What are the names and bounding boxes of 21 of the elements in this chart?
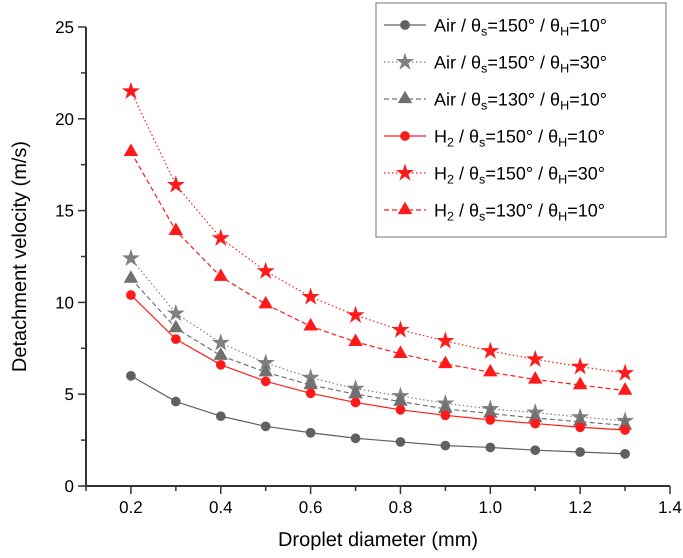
legend-label: Air / θ$_{s}$=150° / θ$_{H}$=30° — [434, 52, 607, 76]
y-tick-label: 15 — [55, 202, 74, 221]
x-tick-label: 0.4 — [208, 498, 233, 517]
x-tick-label: 0.2 — [119, 498, 143, 517]
x-tick-label: 1.2 — [568, 498, 592, 517]
x-tick-label: 0.6 — [298, 498, 322, 517]
legend-label: H$_{2}$ / θ$_{s}$=150° / θ$_{H}$=30° — [434, 163, 605, 186]
y-axis-title: Detachment velocity (m/s) — [9, 140, 31, 372]
y-tick-label: 20 — [55, 110, 74, 129]
y-tick-label: 10 — [55, 293, 74, 312]
legend-label: Air / θ$_{s}$=150° / θ$_{H}$=10° — [434, 15, 607, 38]
y-tick-label: 0 — [64, 476, 74, 496]
x-tick-label: 1.4 — [658, 498, 682, 517]
x-axis-title: Droplet diameter (mm) — [278, 529, 478, 551]
legend-label: H$_{2}$ / θ$_{s}$=130° / θ$_{H}$=10° — [434, 200, 605, 224]
x-tick-label: 0.8 — [388, 498, 412, 517]
x-tick-label: 1.0 — [478, 498, 502, 517]
y-tick-label: 25 — [55, 18, 74, 37]
legend-label: H$_{2}$ / θ$_{s}$=150° / θ$_{H}$=10° — [434, 126, 605, 150]
y-tick-label: 5 — [64, 385, 74, 404]
legend-label: Air / θ$_{s}$=130° / θ$_{H}$=10° — [434, 89, 607, 112]
